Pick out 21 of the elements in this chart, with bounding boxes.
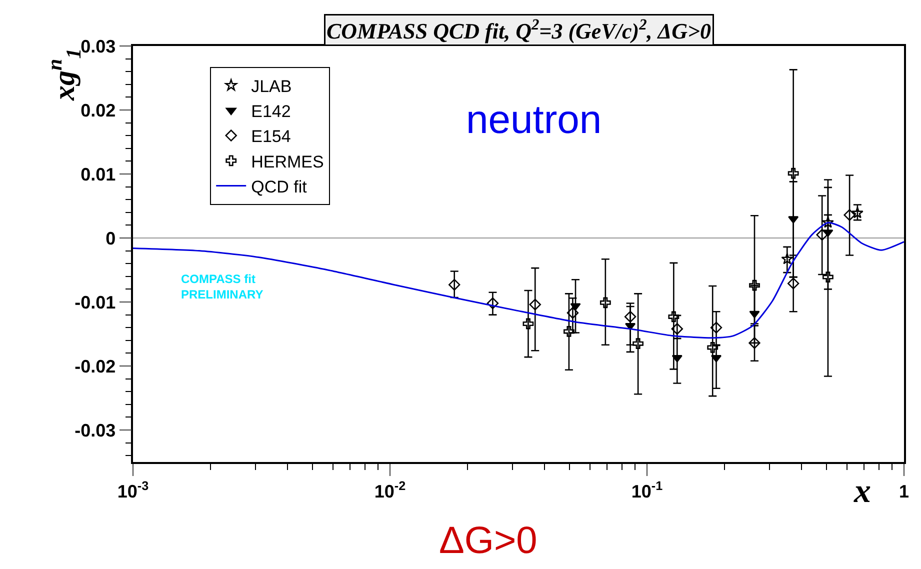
y-tick-label: 0 bbox=[106, 228, 116, 248]
legend-label: JLAB bbox=[251, 76, 292, 96]
x-tick-label: 1 bbox=[898, 481, 910, 502]
legend-label: E154 bbox=[251, 127, 291, 146]
annotation: COMPASS fit PRELIMINARY bbox=[181, 272, 264, 302]
chart-title: COMPASS QCD fit, Q$^{2}$=3 (GeV/c)$^{2}$, ΔG>0 bbox=[326, 16, 711, 44]
y-tick-label: -0.02 bbox=[74, 356, 116, 376]
y-tick-label: 0.01 bbox=[80, 164, 116, 184]
legend-label: E142 bbox=[251, 102, 291, 122]
legend-label: HERMES bbox=[251, 152, 324, 172]
x-tick-label: 10$^{-3}$ bbox=[117, 478, 149, 502]
y-tick-label: -0.01 bbox=[74, 292, 116, 312]
y-tick-label: 0.02 bbox=[80, 100, 116, 120]
x-axis-title: x bbox=[853, 473, 871, 510]
legend-label: QCD fit bbox=[251, 177, 308, 196]
text: ΔG>0 bbox=[439, 520, 538, 562]
x-tick-label: 10$^{-1}$ bbox=[631, 478, 663, 502]
annotation: neutron bbox=[466, 98, 602, 142]
y-tick-label: 0.03 bbox=[80, 36, 116, 56]
y-tick-label: -0.03 bbox=[74, 420, 116, 440]
x-tick-label: 10$^{-2}$ bbox=[374, 478, 406, 502]
